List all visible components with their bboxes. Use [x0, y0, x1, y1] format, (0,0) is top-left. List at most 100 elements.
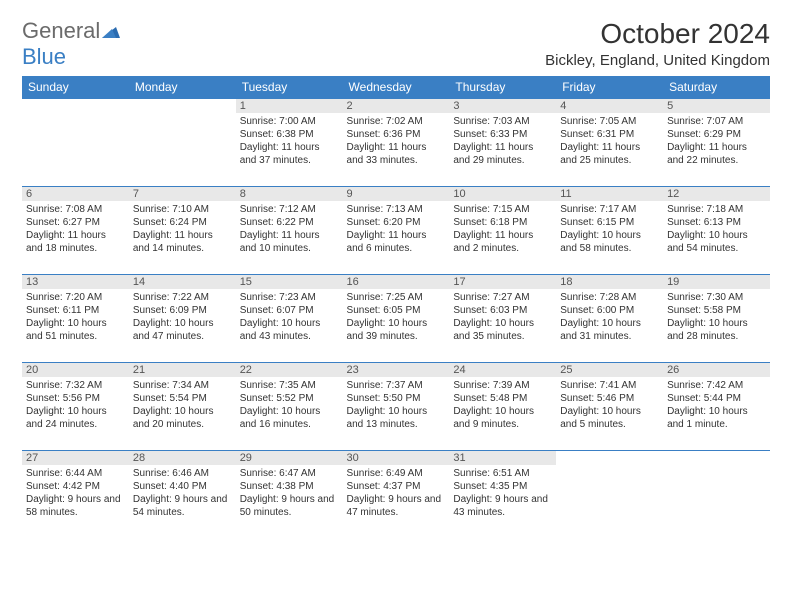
sunset-text: Sunset: 5:52 PM [240, 392, 339, 405]
calendar-cell [663, 450, 770, 538]
day-number: 31 [449, 450, 556, 465]
day-details: Sunrise: 6:44 AMSunset: 4:42 PMDaylight:… [22, 465, 129, 523]
day-details: Sunrise: 7:20 AMSunset: 6:11 PMDaylight:… [22, 289, 129, 347]
sunrise-text: Sunrise: 7:42 AM [667, 379, 766, 392]
day-number: 20 [22, 362, 129, 377]
sunrise-text: Sunrise: 7:10 AM [133, 203, 232, 216]
day-header: Tuesday [236, 76, 343, 98]
calendar-cell: 14Sunrise: 7:22 AMSunset: 6:09 PMDayligh… [129, 274, 236, 362]
daylight-text: Daylight: 10 hours and 5 minutes. [560, 405, 659, 431]
daylight-text: Daylight: 10 hours and 16 minutes. [240, 405, 339, 431]
day-details: Sunrise: 6:46 AMSunset: 4:40 PMDaylight:… [129, 465, 236, 523]
day-details: Sunrise: 7:27 AMSunset: 6:03 PMDaylight:… [449, 289, 556, 347]
sunset-text: Sunset: 6:38 PM [240, 128, 339, 141]
sunset-text: Sunset: 5:46 PM [560, 392, 659, 405]
daylight-text: Daylight: 10 hours and 9 minutes. [453, 405, 552, 431]
calendar-cell [129, 98, 236, 186]
sunset-text: Sunset: 6:11 PM [26, 304, 125, 317]
day-details: Sunrise: 7:15 AMSunset: 6:18 PMDaylight:… [449, 201, 556, 259]
daylight-text: Daylight: 11 hours and 10 minutes. [240, 229, 339, 255]
daylight-text: Daylight: 9 hours and 43 minutes. [453, 493, 552, 519]
calendar-cell: 5Sunrise: 7:07 AMSunset: 6:29 PMDaylight… [663, 98, 770, 186]
calendar-head: SundayMondayTuesdayWednesdayThursdayFrid… [22, 76, 770, 98]
sunset-text: Sunset: 6:15 PM [560, 216, 659, 229]
day-number: 10 [449, 186, 556, 201]
day-details: Sunrise: 6:47 AMSunset: 4:38 PMDaylight:… [236, 465, 343, 523]
sunset-text: Sunset: 4:37 PM [347, 480, 446, 493]
empty-day [663, 450, 770, 466]
sunset-text: Sunset: 6:05 PM [347, 304, 446, 317]
sunrise-text: Sunrise: 6:44 AM [26, 467, 125, 480]
sunrise-text: Sunrise: 7:28 AM [560, 291, 659, 304]
sunset-text: Sunset: 6:36 PM [347, 128, 446, 141]
day-details: Sunrise: 7:23 AMSunset: 6:07 PMDaylight:… [236, 289, 343, 347]
logo-triangle-icon [102, 18, 120, 44]
day-details: Sunrise: 7:12 AMSunset: 6:22 PMDaylight:… [236, 201, 343, 259]
sunrise-text: Sunrise: 7:03 AM [453, 115, 552, 128]
day-details: Sunrise: 7:13 AMSunset: 6:20 PMDaylight:… [343, 201, 450, 259]
calendar-cell: 15Sunrise: 7:23 AMSunset: 6:07 PMDayligh… [236, 274, 343, 362]
daylight-text: Daylight: 10 hours and 24 minutes. [26, 405, 125, 431]
daylight-text: Daylight: 10 hours and 1 minute. [667, 405, 766, 431]
day-number: 27 [22, 450, 129, 465]
sunset-text: Sunset: 6:24 PM [133, 216, 232, 229]
daylight-text: Daylight: 10 hours and 51 minutes. [26, 317, 125, 343]
daylight-text: Daylight: 11 hours and 18 minutes. [26, 229, 125, 255]
logo-part1: General [22, 18, 100, 43]
calendar-cell: 27Sunrise: 6:44 AMSunset: 4:42 PMDayligh… [22, 450, 129, 538]
day-details: Sunrise: 7:17 AMSunset: 6:15 PMDaylight:… [556, 201, 663, 259]
sunrise-text: Sunrise: 6:51 AM [453, 467, 552, 480]
day-details: Sunrise: 6:49 AMSunset: 4:37 PMDaylight:… [343, 465, 450, 523]
calendar-cell: 21Sunrise: 7:34 AMSunset: 5:54 PMDayligh… [129, 362, 236, 450]
calendar-cell: 9Sunrise: 7:13 AMSunset: 6:20 PMDaylight… [343, 186, 450, 274]
calendar-week-row: 13Sunrise: 7:20 AMSunset: 6:11 PMDayligh… [22, 274, 770, 362]
calendar-cell: 26Sunrise: 7:42 AMSunset: 5:44 PMDayligh… [663, 362, 770, 450]
day-number: 26 [663, 362, 770, 377]
sunset-text: Sunset: 5:56 PM [26, 392, 125, 405]
location: Bickley, England, United Kingdom [545, 52, 770, 69]
empty-day [556, 450, 663, 466]
calendar-cell: 28Sunrise: 6:46 AMSunset: 4:40 PMDayligh… [129, 450, 236, 538]
daylight-text: Daylight: 9 hours and 54 minutes. [133, 493, 232, 519]
daylight-text: Daylight: 11 hours and 25 minutes. [560, 141, 659, 167]
logo: General Blue [22, 18, 120, 70]
day-number: 28 [129, 450, 236, 465]
calendar-body: 1Sunrise: 7:00 AMSunset: 6:38 PMDaylight… [22, 98, 770, 538]
daylight-text: Daylight: 9 hours and 47 minutes. [347, 493, 446, 519]
sunset-text: Sunset: 6:29 PM [667, 128, 766, 141]
day-details: Sunrise: 7:32 AMSunset: 5:56 PMDaylight:… [22, 377, 129, 435]
sunrise-text: Sunrise: 7:39 AM [453, 379, 552, 392]
sunset-text: Sunset: 6:20 PM [347, 216, 446, 229]
calendar-cell: 31Sunrise: 6:51 AMSunset: 4:35 PMDayligh… [449, 450, 556, 538]
day-details: Sunrise: 7:39 AMSunset: 5:48 PMDaylight:… [449, 377, 556, 435]
daylight-text: Daylight: 10 hours and 47 minutes. [133, 317, 232, 343]
sunset-text: Sunset: 6:33 PM [453, 128, 552, 141]
day-number: 16 [343, 274, 450, 289]
calendar-week-row: 6Sunrise: 7:08 AMSunset: 6:27 PMDaylight… [22, 186, 770, 274]
sunrise-text: Sunrise: 7:20 AM [26, 291, 125, 304]
calendar-cell: 30Sunrise: 6:49 AMSunset: 4:37 PMDayligh… [343, 450, 450, 538]
calendar-cell: 10Sunrise: 7:15 AMSunset: 6:18 PMDayligh… [449, 186, 556, 274]
day-details: Sunrise: 7:42 AMSunset: 5:44 PMDaylight:… [663, 377, 770, 435]
day-header-row: SundayMondayTuesdayWednesdayThursdayFrid… [22, 76, 770, 98]
daylight-text: Daylight: 11 hours and 29 minutes. [453, 141, 552, 167]
day-details: Sunrise: 7:37 AMSunset: 5:50 PMDaylight:… [343, 377, 450, 435]
calendar-cell: 6Sunrise: 7:08 AMSunset: 6:27 PMDaylight… [22, 186, 129, 274]
day-number: 13 [22, 274, 129, 289]
sunrise-text: Sunrise: 6:47 AM [240, 467, 339, 480]
sunrise-text: Sunrise: 7:07 AM [667, 115, 766, 128]
daylight-text: Daylight: 9 hours and 58 minutes. [26, 493, 125, 519]
calendar-week-row: 1Sunrise: 7:00 AMSunset: 6:38 PMDaylight… [22, 98, 770, 186]
day-number: 2 [343, 98, 450, 113]
calendar-cell: 7Sunrise: 7:10 AMSunset: 6:24 PMDaylight… [129, 186, 236, 274]
calendar-cell: 2Sunrise: 7:02 AMSunset: 6:36 PMDaylight… [343, 98, 450, 186]
sunset-text: Sunset: 6:13 PM [667, 216, 766, 229]
day-details: Sunrise: 7:34 AMSunset: 5:54 PMDaylight:… [129, 377, 236, 435]
calendar-cell: 11Sunrise: 7:17 AMSunset: 6:15 PMDayligh… [556, 186, 663, 274]
calendar-cell: 17Sunrise: 7:27 AMSunset: 6:03 PMDayligh… [449, 274, 556, 362]
sunrise-text: Sunrise: 7:41 AM [560, 379, 659, 392]
sunset-text: Sunset: 4:42 PM [26, 480, 125, 493]
sunrise-text: Sunrise: 7:17 AM [560, 203, 659, 216]
sunset-text: Sunset: 5:48 PM [453, 392, 552, 405]
daylight-text: Daylight: 10 hours and 13 minutes. [347, 405, 446, 431]
